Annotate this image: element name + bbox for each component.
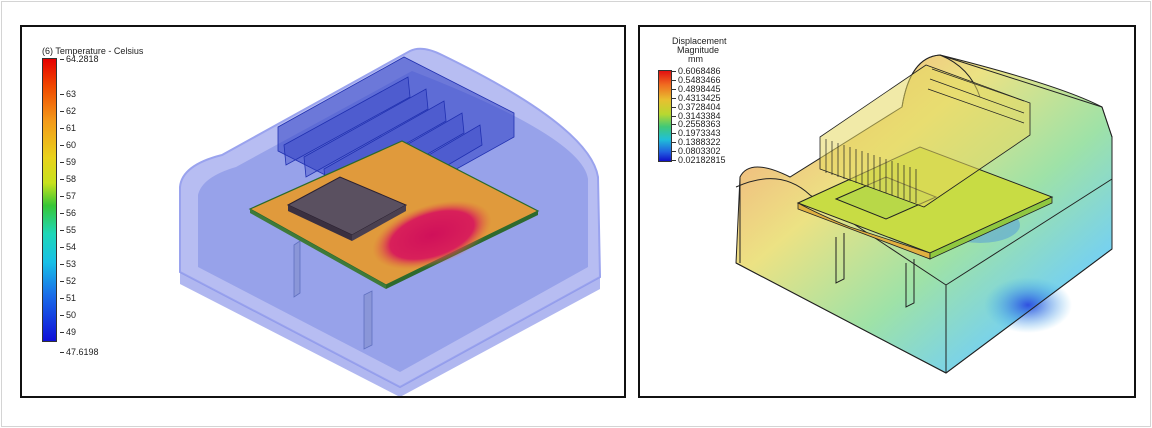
temperature-tick-label: 52 xyxy=(59,276,77,286)
temperature-tick-label: 55 xyxy=(59,225,77,235)
temperature-tick-label: 57 xyxy=(59,191,77,201)
housing-front xyxy=(180,272,600,396)
heatsink xyxy=(819,64,1031,208)
displacement-tick-label: 0.2558363 xyxy=(672,119,721,130)
displacement-tick-label: 0.3728404 xyxy=(672,101,721,112)
temperature-tick-label: 63 xyxy=(59,89,77,99)
displacement-tick-label: 0.4313425 xyxy=(672,92,721,103)
temperature-tick-label: 60 xyxy=(59,140,77,150)
temperature-tick-label: 49 xyxy=(59,327,77,337)
support-legs xyxy=(835,233,915,308)
displacement-tick-label: 0.4898445 xyxy=(672,83,721,94)
temperature-tick-label: 62 xyxy=(59,106,77,116)
temperature-tick-label: 54 xyxy=(59,242,77,252)
temperature-tick-label: 50 xyxy=(59,310,77,320)
support-leg-left xyxy=(293,240,301,298)
temperature-tick-label: 47.6198 xyxy=(60,347,99,357)
displacement-tick-label: 0.02182815 xyxy=(672,155,726,165)
temperature-tick-label: 64.2818 xyxy=(60,54,99,64)
temperature-tick-label: 58 xyxy=(59,174,77,184)
circuit-board-edge xyxy=(250,209,386,289)
displacement-legend-title-2: Magnitude xyxy=(677,45,720,55)
displacement-legend-title-1: Displacement xyxy=(672,36,727,46)
temperature-tick-label: 59 xyxy=(59,157,77,167)
displacement-tick-label: 0.1973343 xyxy=(672,128,721,139)
heatsink-fins xyxy=(825,68,1025,203)
displacement-tick-label: 0.1388322 xyxy=(672,137,721,148)
temperature-tick-label: 61 xyxy=(59,123,77,133)
temperature-panel: (6) Temperature - Celsius 64.2818 63 62 61 6… xyxy=(20,25,626,398)
displacement-tick-label: 0.3143384 xyxy=(672,110,721,121)
temperature-color-bar xyxy=(42,58,57,342)
displacement-panel: Displacement Magnitude mm 0.6068486 0.548… xyxy=(638,25,1136,398)
displacement-legend-title-3: mm xyxy=(688,54,703,64)
displacement-tick-label: 0.0803302 xyxy=(672,146,721,157)
temperature-tick-label: 53 xyxy=(59,259,77,269)
thermal-model-view xyxy=(179,47,602,396)
hot-spot xyxy=(372,200,492,270)
temperature-tick-label: 56 xyxy=(59,208,77,218)
temperature-tick-label: 51 xyxy=(59,293,77,303)
displacement-color-bar xyxy=(658,70,672,162)
displacement-model-view xyxy=(735,54,1113,374)
displacement-tick-label: 0.5483466 xyxy=(672,74,721,85)
displacement-tick-label: 0.6068486 xyxy=(672,66,721,76)
low-displacement-zone xyxy=(984,277,1072,333)
support-leg-right xyxy=(363,290,373,350)
temperature-legend-title: (6) Temperature - Celsius xyxy=(42,46,144,56)
